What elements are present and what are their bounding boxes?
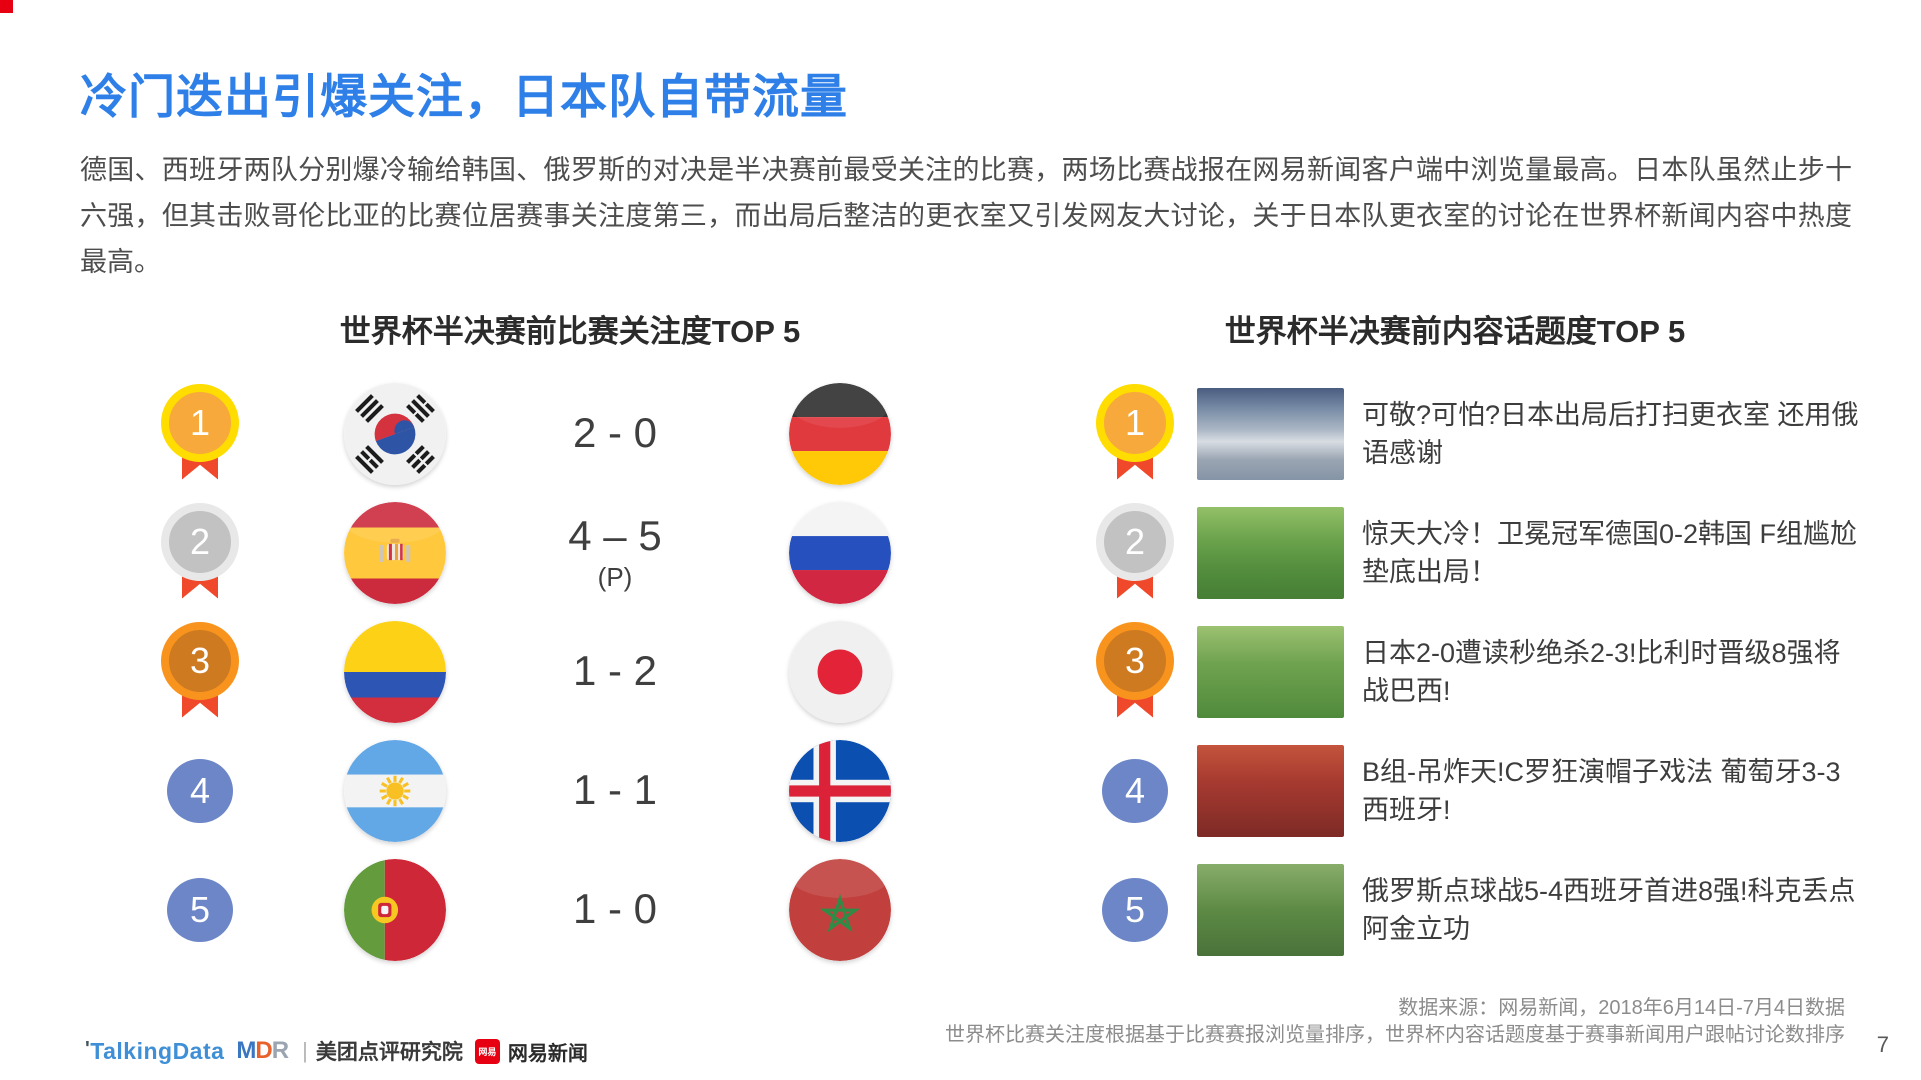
talkingdata-logo: 'TalkingData <box>85 1037 225 1064</box>
flag-iceland-icon <box>789 739 891 842</box>
match-score: 1 - 1 <box>572 765 658 813</box>
match-row: 3 1 - 2 <box>130 612 970 731</box>
rank-badge: 5 <box>167 877 233 942</box>
flag-argentina-icon <box>344 739 446 842</box>
rank-badge: 1 <box>161 383 239 462</box>
news-thumbnail-germany-korea <box>1197 506 1344 599</box>
logo-divider: | <box>302 1038 308 1063</box>
flag-germany-icon <box>789 382 891 485</box>
match-row: 4 <box>130 731 970 850</box>
netease-app-icon: 网易 <box>474 1038 500 1064</box>
rank-1-medal: 1 <box>161 383 239 484</box>
news-row: 2 惊天大冷！卫冕冠军德国0-2韩国 F组尴尬垫底出局！ <box>1095 493 1885 612</box>
rank-2-medal: 2 <box>161 502 239 603</box>
news-thumbnail-japan-belgium <box>1197 625 1344 718</box>
rank-badge: 4 <box>1102 758 1168 823</box>
news-row: 1 可敬?可怕?日本出局后打扫更衣室 还用俄语感谢 <box>1095 374 1885 493</box>
news-headline: 可敬?可怕?日本出局后打扫更衣室 还用俄语感谢 <box>1362 399 1859 468</box>
flag-japan-icon <box>789 620 891 723</box>
flag-portugal-icon <box>344 858 446 961</box>
flag-morocco-icon <box>789 858 891 961</box>
rank-badge: 1 <box>1096 383 1174 462</box>
news-headline: 日本2-0遭读秒绝杀2-3!比利时晋级8强将战巴西! <box>1362 637 1841 706</box>
flag-colombia-icon <box>344 620 446 723</box>
rank-1-medal: 1 <box>1096 383 1174 484</box>
news-row: 4 B组-吊炸天!C罗狂演帽子戏法 葡萄牙3-3西班牙! <box>1095 731 1885 850</box>
summary-paragraph: 德国、西班牙两队分别爆冷输给韩国、俄罗斯的对决是半决赛前最受关注的比赛，两场比赛… <box>80 155 1852 277</box>
footer-logos: 'TalkingData MDR | 美团点评研究院 网易 网易新闻 <box>85 1036 588 1066</box>
news-row: 5 俄罗斯点球战5-4西班牙首进8强!科克丢点阿金立功 <box>1095 850 1885 969</box>
match-row: 5 1 - 0 <box>130 850 970 969</box>
rank-3-medal: 3 <box>161 621 239 722</box>
score-note: (P) <box>597 562 633 592</box>
mdr-logo: MDR <box>236 1037 289 1064</box>
left-panel-heading: 世界杯半决赛前比赛关注度TOP 5 <box>339 314 801 349</box>
news-headline: B组-吊炸天!C罗狂演帽子戏法 葡萄牙3-3西班牙! <box>1362 756 1841 825</box>
rank-2-medal: 2 <box>1096 502 1174 603</box>
match-attention-list: 1 <box>130 374 970 969</box>
match-row: 2 <box>130 493 970 612</box>
rank-badge: 3 <box>161 621 239 700</box>
rank-badge: 2 <box>1096 502 1174 581</box>
rank-badge: 3 <box>1096 621 1174 700</box>
netease-news-label: 网易新闻 <box>507 1042 588 1065</box>
source-line-2: 世界杯比赛关注度根据基于比赛赛报浏览量排序，世界杯内容话题度基于赛事新闻用户跟帖… <box>945 1024 1845 1046</box>
page-title: 冷门迭出引爆关注，日本队自带流量 <box>80 70 848 123</box>
news-thumbnail-locker-room <box>1197 387 1344 480</box>
match-row: 1 <box>130 374 970 493</box>
flag-russia-icon <box>789 501 891 604</box>
match-score: 1 - 2 <box>572 646 658 694</box>
meituan-research-label: 美团点评研究院 <box>315 1041 463 1064</box>
news-thumbnail-russia-spain <box>1197 863 1344 956</box>
rank-badge: 2 <box>161 502 239 581</box>
news-headline: 惊天大冷！卫冕冠军德国0-2韩国 F组尴尬垫底出局！ <box>1362 518 1858 587</box>
data-source-note: 数据来源：网易新闻，2018年6月14日-7月4日数据 世界杯比赛关注度根据基于… <box>945 995 1845 1049</box>
match-score: 4 – 5 <box>568 512 662 559</box>
corner-marker <box>0 0 13 13</box>
flag-south-korea-icon <box>344 382 446 485</box>
source-line-1: 数据来源：网易新闻，2018年6月14日-7月4日数据 <box>1398 997 1845 1019</box>
talkingdata-tick-icon: ' <box>85 1037 91 1060</box>
rank-badge: 5 <box>1102 877 1168 942</box>
flag-spain-icon <box>344 501 446 604</box>
right-panel-heading: 世界杯半决赛前内容话题度TOP 5 <box>1224 314 1686 349</box>
page-number: 7 <box>1876 1032 1889 1057</box>
match-score: 2 - 0 <box>572 408 658 456</box>
content-topic-list: 1 可敬?可怕?日本出局后打扫更衣室 还用俄语感谢 2 惊天大冷！卫冕冠军德国0… <box>1095 374 1885 969</box>
rank-3-medal: 3 <box>1096 621 1174 722</box>
rank-badge: 4 <box>167 758 233 823</box>
news-row: 3 日本2-0遭读秒绝杀2-3!比利时晋级8强将战巴西! <box>1095 612 1885 731</box>
match-score: 1 - 0 <box>572 884 658 932</box>
news-headline: 俄罗斯点球战5-4西班牙首进8强!科克丢点阿金立功 <box>1362 875 1856 944</box>
news-thumbnail-portugal-spain <box>1197 744 1344 837</box>
